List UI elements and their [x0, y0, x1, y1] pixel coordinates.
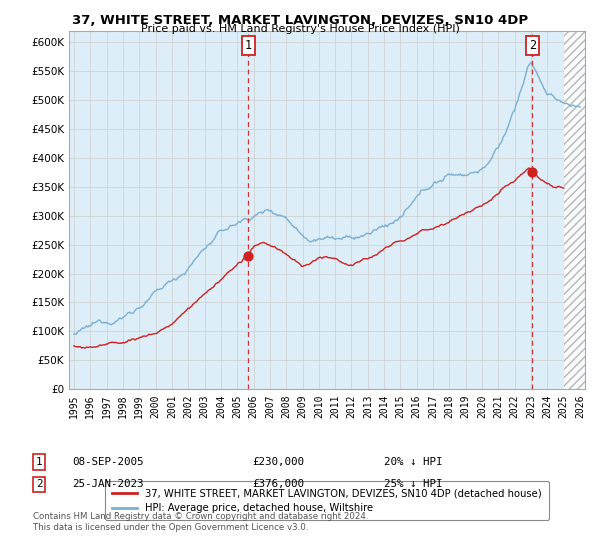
Text: 2: 2 [36, 479, 42, 489]
Text: £230,000: £230,000 [252, 457, 304, 467]
Legend: 37, WHITE STREET, MARKET LAVINGTON, DEVIZES, SN10 4DP (detached house), HPI: Ave: 37, WHITE STREET, MARKET LAVINGTON, DEVI… [105, 482, 549, 520]
Text: 37, WHITE STREET, MARKET LAVINGTON, DEVIZES, SN10 4DP: 37, WHITE STREET, MARKET LAVINGTON, DEVI… [72, 14, 528, 27]
Text: 20% ↓ HPI: 20% ↓ HPI [384, 457, 443, 467]
Bar [564, 31, 585, 389]
Point [244, 252, 253, 261]
Text: 08-SEP-2005: 08-SEP-2005 [72, 457, 143, 467]
Text: Price paid vs. HM Land Registry's House Price Index (HPI): Price paid vs. HM Land Registry's House … [140, 24, 460, 34]
Text: £376,000: £376,000 [252, 479, 304, 489]
Text: 1: 1 [245, 39, 252, 52]
Text: 25% ↓ HPI: 25% ↓ HPI [384, 479, 443, 489]
Text: 25-JAN-2023: 25-JAN-2023 [72, 479, 143, 489]
Text: 2: 2 [529, 39, 536, 52]
Text: 1: 1 [36, 457, 42, 467]
Point [527, 167, 537, 176]
Text: Contains HM Land Registry data © Crown copyright and database right 2024.
This d: Contains HM Land Registry data © Crown c… [33, 512, 368, 532]
